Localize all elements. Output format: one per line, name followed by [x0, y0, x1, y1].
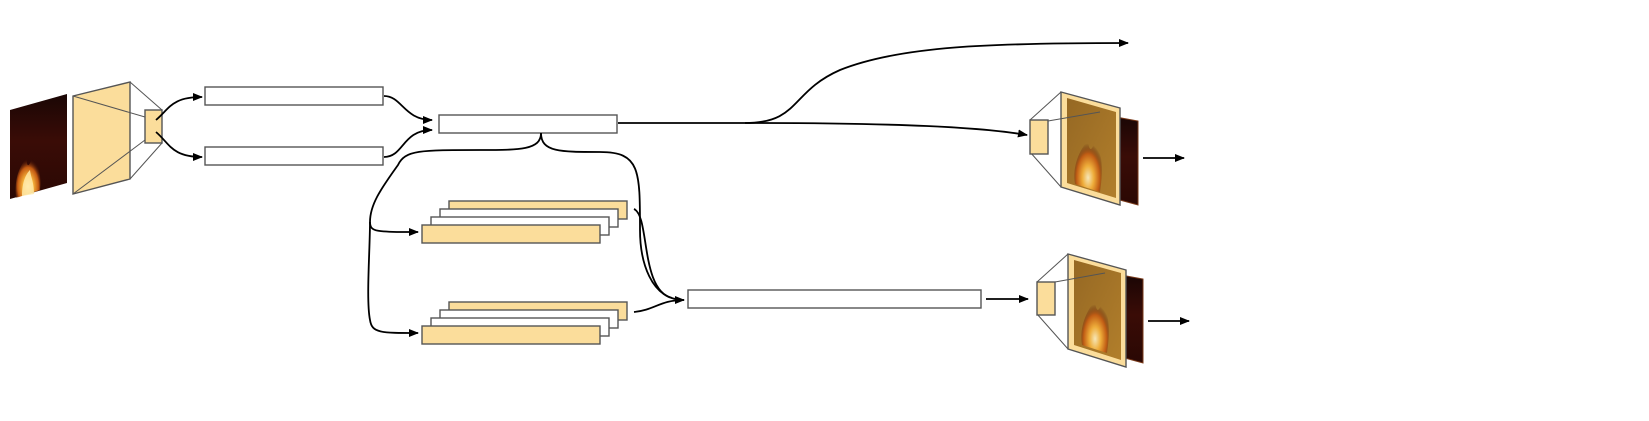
edge-encoder-upper: [155, 93, 203, 121]
edge-combined-top-output: [618, 39, 1129, 124]
long-vector-box: [687, 289, 982, 309]
edge-combined-left-branch: [369, 132, 542, 223]
edge-combined-right-branch: [540, 132, 685, 304]
edge-branch-upper-stack: [369, 221, 419, 236]
lower-vector-box: [204, 146, 384, 166]
decoder-bottom-block: [1036, 253, 1144, 368]
decoder-top-block: [1029, 91, 1139, 206]
upper-vector-box: [204, 86, 384, 106]
upper-stack: [421, 200, 628, 244]
combined-vector-box: [438, 114, 618, 134]
lower-stack: [421, 301, 628, 345]
edge-lower-stack-long: [633, 299, 685, 313]
edge-encoder-lower: [155, 131, 203, 161]
edge-combined-decoder-top: [744, 122, 1028, 138]
edge-upper-combined: [383, 95, 433, 124]
edge-upper-stack-long: [633, 208, 673, 299]
edge-branch-lower-stack: [367, 221, 419, 337]
encoder-block: [72, 81, 163, 195]
edge-lower-combined: [383, 126, 433, 158]
input-frame-image: [10, 94, 67, 199]
